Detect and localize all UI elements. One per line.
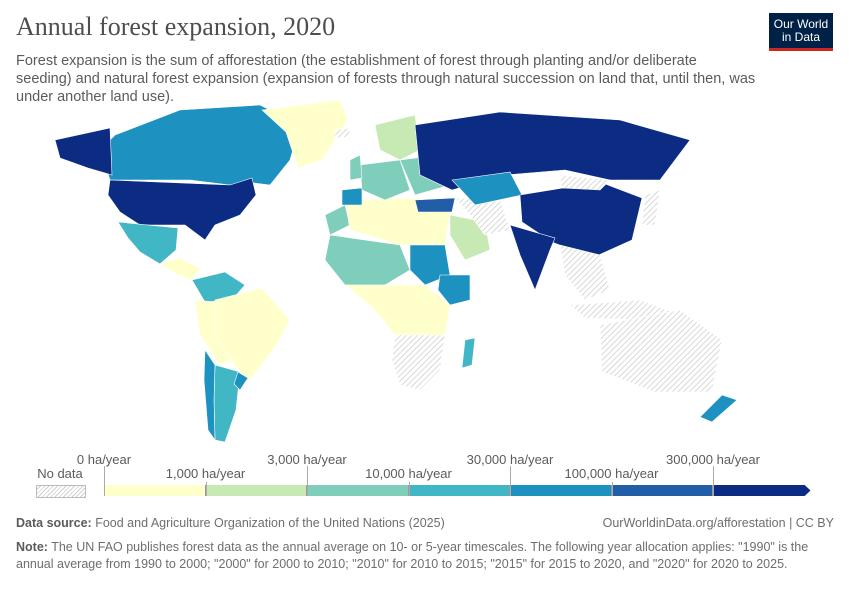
legend-label-4: 30,000 ha/year (466, 452, 554, 467)
legend-bin-0[interactable] (104, 485, 206, 496)
country-argentina[interactable] (213, 364, 241, 443)
legend-label-5: 100,000 ha/year (564, 466, 659, 481)
legend-tick (510, 466, 511, 496)
country-iceland[interactable] (334, 127, 351, 139)
legend-tick (104, 466, 105, 496)
legend-label-2: 3,000 ha/year (267, 452, 347, 467)
legend-label-6: 300,000 ha/year (666, 452, 760, 467)
country-turkey[interactable] (414, 197, 456, 213)
country-peru-bolivia[interactable] (194, 299, 233, 366)
country-colombia-venezuela[interactable] (191, 271, 246, 303)
country-central-africa[interactable] (344, 284, 451, 341)
legend-no-data-label: No data (37, 466, 83, 481)
chart-title: Annual forest expansion, 2020 (16, 12, 336, 41)
country-russia[interactable] (414, 111, 691, 191)
legend-bin-3[interactable] (408, 485, 510, 496)
country-central-america[interactable] (159, 257, 201, 281)
country-scandinavia[interactable] (374, 114, 421, 161)
country-canada[interactable] (99, 104, 301, 186)
country-western-europe[interactable] (359, 159, 411, 201)
country-mexico[interactable] (117, 221, 179, 265)
legend-tick (408, 482, 410, 496)
country-southeast-asia[interactable] (559, 244, 611, 301)
country-australia[interactable] (599, 309, 723, 393)
legend-bin-1[interactable] (205, 485, 307, 496)
source-label: Data source: (16, 516, 92, 530)
country-uruguay[interactable] (233, 371, 249, 391)
note-label: Note: (16, 540, 48, 554)
legend-bin-2[interactable] (307, 485, 409, 496)
legend-bin-4[interactable] (510, 485, 612, 496)
chart-subtitle: Forest expansion is the sum of afforesta… (16, 53, 756, 105)
legend-label-3: 10,000 ha/year (365, 466, 452, 481)
country-mongolia[interactable] (559, 174, 611, 191)
data-source: Data source: Food and Agriculture Organi… (16, 516, 445, 530)
legend-label-0: 0 ha/year (76, 452, 132, 467)
country-united-states[interactable] (54, 127, 113, 176)
country-new-zealand[interactable] (699, 394, 738, 423)
country-southern-africa[interactable] (391, 334, 446, 391)
source-url[interactable]: OurWorldinData.org/afforestation | CC BY (602, 516, 834, 530)
country-madagascar[interactable] (461, 337, 476, 369)
legend-label-1: 1,000 ha/year (165, 466, 246, 481)
country-chile[interactable] (203, 349, 216, 441)
legend-tick (713, 466, 714, 496)
owid-logo[interactable]: Our World in Data (769, 13, 833, 51)
source-text[interactable]: Food and Agriculture Organization of the… (95, 516, 445, 530)
legend-bin-6[interactable] (713, 485, 811, 496)
country-ethiopia[interactable] (437, 274, 471, 306)
world-map (54, 100, 738, 443)
note: Note: The UN FAO publishes forest data a… (16, 539, 826, 572)
note-text: The UN FAO publishes forest data as the … (16, 540, 809, 571)
legend-tick (205, 482, 207, 496)
country-japan[interactable] (641, 189, 661, 226)
legend-tick (307, 466, 308, 496)
legend-bin-5[interactable] (611, 485, 713, 496)
country-greenland[interactable] (261, 100, 349, 169)
country-india[interactable] (509, 224, 556, 291)
legend-no-data-swatch (36, 485, 86, 498)
legend-tick (611, 482, 613, 496)
country-united-kingdom[interactable] (349, 154, 363, 181)
country-morocco[interactable] (324, 204, 351, 236)
country-spain[interactable] (341, 187, 363, 206)
